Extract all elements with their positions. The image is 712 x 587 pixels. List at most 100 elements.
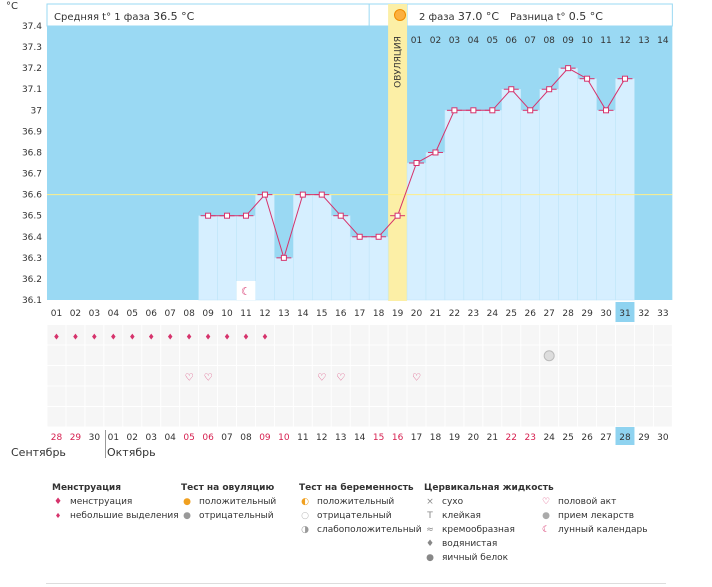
phase2-day-label: 09 <box>562 36 574 46</box>
legend-item-ovulation-positive: ● положительный <box>181 497 276 507</box>
marker-cell <box>199 407 218 427</box>
marker-cell <box>388 325 407 345</box>
temperature-point <box>603 107 610 114</box>
moon-marker-bg <box>236 281 256 300</box>
marker-cell <box>237 366 255 386</box>
temperature-bar <box>482 110 503 301</box>
marker-cell <box>483 407 502 427</box>
calendar-date: 28 <box>619 433 631 443</box>
marker-cell <box>161 407 180 427</box>
marker-cell <box>653 407 672 427</box>
x-tick-label: 24 <box>487 309 499 319</box>
marker-cell <box>540 325 559 345</box>
phase2-day-label: 04 <box>468 36 480 46</box>
month-next: Октябрь <box>107 446 156 459</box>
temperature-bar <box>520 110 540 301</box>
marker-cell <box>616 345 634 365</box>
legend-item-dry: × сухо <box>424 497 463 507</box>
marker-cell <box>464 345 483 365</box>
marker-cell <box>521 407 540 427</box>
pregnancy-positive-icon: ◐ <box>301 497 309 507</box>
y-tick-label: 37.3 <box>22 43 42 53</box>
legend-item-moon: ☾ лунный календарь <box>541 525 648 535</box>
marker-cell <box>445 345 464 365</box>
x-tick-label: 14 <box>297 309 309 319</box>
marker-cell <box>293 407 312 427</box>
marker-cell <box>237 345 255 365</box>
marker-cell <box>85 366 104 386</box>
phase2-value: 37.0 °C <box>457 10 500 23</box>
calendar-date: 14 <box>354 433 366 443</box>
marker-cell <box>483 345 502 365</box>
marker-cell <box>123 386 142 406</box>
phase2-day-label: 11 <box>600 36 611 46</box>
intercourse-marker: ♡ <box>412 372 421 383</box>
y-tick-label: 37.1 <box>22 85 42 95</box>
pregnancy-weak-icon: ◑ <box>301 525 309 535</box>
calendar-date: 10 <box>278 433 290 443</box>
marker-cell <box>445 366 464 386</box>
phase2-label: 2 фаза <box>419 12 455 23</box>
temperature-bar <box>217 215 237 301</box>
phase2-day-label: 07 <box>524 36 535 46</box>
x-tick-label: 31 <box>619 309 630 319</box>
marker-cell <box>255 325 274 345</box>
temperature-point <box>413 160 420 166</box>
x-tick-label: 13 <box>278 309 289 319</box>
marker-cell <box>369 386 388 406</box>
phase2-day-label: 12 <box>619 36 630 46</box>
legend-item-pregnancy-negative: ○ отрицательный <box>299 511 392 521</box>
y-tick-label: 36.3 <box>22 254 42 264</box>
phase2-day-label: 06 <box>506 36 518 46</box>
temperature-bar <box>425 152 446 301</box>
marker-cell <box>653 325 672 345</box>
temperature-point <box>584 75 591 82</box>
x-tick-label: 21 <box>430 309 441 319</box>
marker-cell <box>426 407 445 427</box>
marker-cell <box>180 386 199 406</box>
marker-cell <box>634 366 653 386</box>
phase2-average: 2 фаза 37.0 °C <box>419 10 499 23</box>
x-tick-label: 18 <box>373 309 385 319</box>
marker-cell <box>502 325 521 345</box>
marker-cell <box>388 386 407 406</box>
x-tick-label: 05 <box>127 309 138 319</box>
marker-cell <box>540 386 559 406</box>
marker-cell <box>255 345 274 365</box>
marker-cell <box>293 366 312 386</box>
calendar-date: 30 <box>657 433 669 443</box>
marker-cell <box>104 345 123 365</box>
temperature-point <box>318 191 325 198</box>
marker-cell <box>483 366 502 386</box>
x-tick-label: 32 <box>638 309 649 319</box>
calendar-date: 29 <box>638 433 650 443</box>
marker-cell <box>445 386 464 406</box>
phase2-day-label: 10 <box>581 36 593 46</box>
temperature-point <box>242 212 249 219</box>
x-tick-label: 19 <box>392 309 404 319</box>
temperature-bar <box>331 215 351 301</box>
marker-cell <box>559 345 578 365</box>
drop-icon: ♦ <box>53 497 63 507</box>
marker-cell <box>616 386 634 406</box>
marker-cell <box>255 366 274 386</box>
marker-cell <box>502 386 521 406</box>
marker-cell <box>312 407 331 427</box>
menstruation-marker: ♦ <box>110 332 117 341</box>
calendar-date: 27 <box>600 433 611 443</box>
marker-cell <box>464 407 483 427</box>
marker-cell <box>161 386 180 406</box>
temperature-point <box>205 212 212 219</box>
x-tick-label: 29 <box>581 309 593 319</box>
marker-cell <box>312 386 331 406</box>
temperature-bar <box>312 194 332 301</box>
marker-cell <box>123 345 142 365</box>
legend-item-ovulation-negative: ● отрицательный <box>181 511 274 521</box>
marker-cell <box>218 407 236 427</box>
calendar-date: 02 <box>127 433 138 443</box>
calendar-date: 09 <box>259 433 271 443</box>
legend-item-watery: ♦ водянистая <box>425 539 498 549</box>
temperature-point <box>261 191 268 198</box>
marker-cell <box>66 407 85 427</box>
temperature-bar <box>615 78 635 301</box>
